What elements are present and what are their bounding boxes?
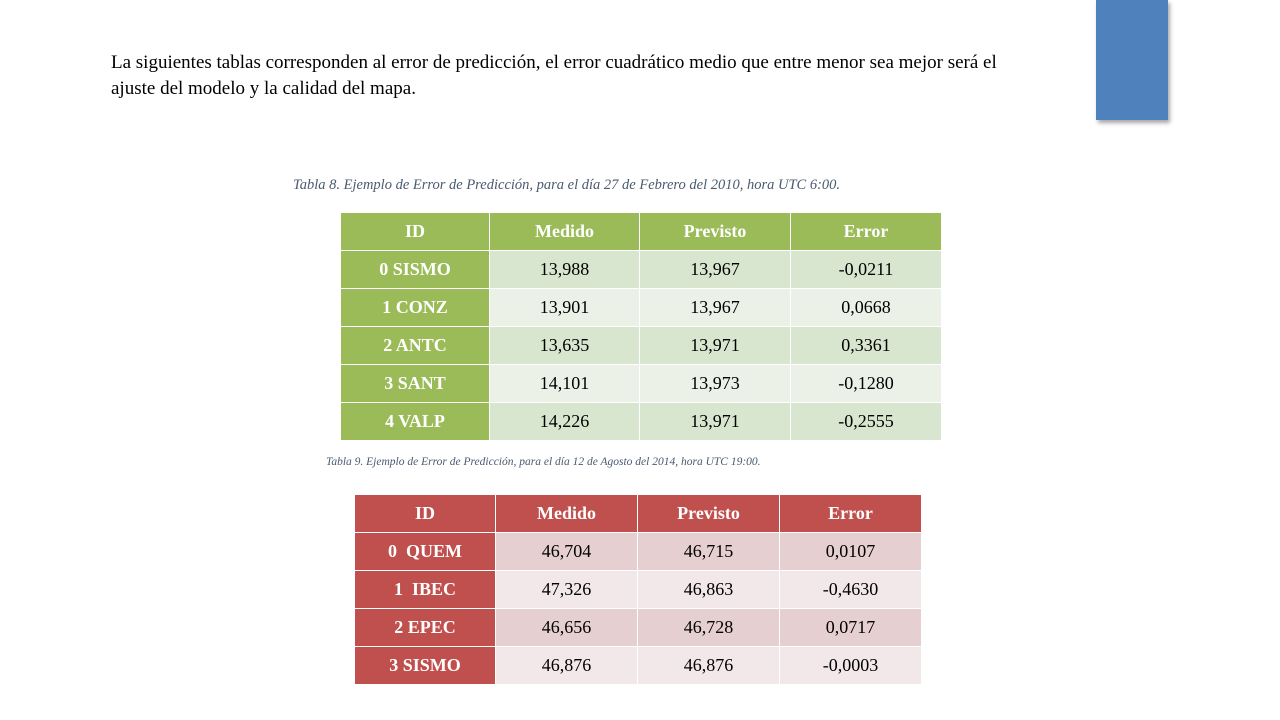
table8: ID Medido Previsto Error 0 SISMO 13,988 … <box>340 212 942 441</box>
table8-cell-previsto: 13,973 <box>639 364 791 403</box>
table8-cell-error: -0,1280 <box>790 364 942 403</box>
table8-header-row: ID Medido Previsto Error <box>340 212 942 251</box>
table-row: 3 SANT 14,101 13,973 -0,1280 <box>340 364 942 403</box>
table8-cell-medido: 14,101 <box>489 364 640 403</box>
table9-header-medido: Medido <box>495 494 638 533</box>
table9-cell-medido: 46,704 <box>495 532 638 571</box>
table-row: 2 EPEC 46,656 46,728 0,0717 <box>354 608 922 647</box>
table9-cell-previsto: 46,728 <box>637 608 780 647</box>
table8-header-medido: Medido <box>489 212 640 251</box>
table9-cell-medido: 47,326 <box>495 570 638 609</box>
table8-cell-error: -0,2555 <box>790 402 942 441</box>
table8-cell-error: 0,3361 <box>790 326 942 365</box>
table9-cell-error: 0,0717 <box>779 608 922 647</box>
table8-cell-previsto: 13,971 <box>639 402 791 441</box>
table8-header-error: Error <box>790 212 942 251</box>
table8-cell-error: 0,0668 <box>790 288 942 327</box>
table8-cell-id: 3 SANT <box>340 364 490 403</box>
table9-cell-medido: 46,876 <box>495 646 638 685</box>
table8-cell-medido: 13,635 <box>489 326 640 365</box>
table8-cell-id: 4 VALP <box>340 402 490 441</box>
table-row: 1 IBEC 47,326 46,863 -0,4630 <box>354 570 922 609</box>
table-row: 3 SISMO 46,876 46,876 -0,0003 <box>354 646 922 685</box>
table9-cell-id: 2 EPEC <box>354 608 496 647</box>
table-row: 0 QUEM 46,704 46,715 0,0107 <box>354 532 922 571</box>
table-row: 4 VALP 14,226 13,971 -0,2555 <box>340 402 942 441</box>
table9-cell-id: 3 SISMO <box>354 646 496 685</box>
table8-header-id: ID <box>340 212 490 251</box>
table8-cell-error: -0,0211 <box>790 250 942 289</box>
table8-cell-previsto: 13,967 <box>639 288 791 327</box>
table9-header-id: ID <box>354 494 496 533</box>
table9-cell-id: 0 QUEM <box>354 532 496 571</box>
table8-caption: Tabla 8. Ejemplo de Error de Predicción,… <box>293 177 841 193</box>
table9-header-error: Error <box>779 494 922 533</box>
intro-paragraph: La siguientes tablas corresponden al err… <box>111 52 997 99</box>
table8-cell-medido: 13,988 <box>489 250 640 289</box>
table9-cell-error: -0,4630 <box>779 570 922 609</box>
table8-cell-medido: 14,226 <box>489 402 640 441</box>
table8-cell-id: 1 CONZ <box>340 288 490 327</box>
table8-cell-id: 0 SISMO <box>340 250 490 289</box>
table-row: 1 CONZ 13,901 13,967 0,0668 <box>340 288 942 327</box>
table9-cell-error: 0,0107 <box>779 532 922 571</box>
table9-cell-previsto: 46,715 <box>637 532 780 571</box>
table8-cell-previsto: 13,967 <box>639 250 791 289</box>
table8-cell-previsto: 13,971 <box>639 326 791 365</box>
table9-header-previsto: Previsto <box>637 494 780 533</box>
table8-cell-medido: 13,901 <box>489 288 640 327</box>
table9-cell-previsto: 46,863 <box>637 570 780 609</box>
table9: ID Medido Previsto Error 0 QUEM 46,704 4… <box>354 494 922 685</box>
table9-caption: Tabla 9. Ejemplo de Error de Predicción,… <box>326 456 761 468</box>
table9-header-row: ID Medido Previsto Error <box>354 494 922 533</box>
table9-cell-id: 1 IBEC <box>354 570 496 609</box>
table9-cell-error: -0,0003 <box>779 646 922 685</box>
table9-cell-medido: 46,656 <box>495 608 638 647</box>
table9-cell-previsto: 46,876 <box>637 646 780 685</box>
accent-bar <box>1096 0 1168 120</box>
table8-header-previsto: Previsto <box>639 212 791 251</box>
table8-cell-id: 2 ANTC <box>340 326 490 365</box>
table-row: 0 SISMO 13,988 13,967 -0,0211 <box>340 250 942 289</box>
table-row: 2 ANTC 13,635 13,971 0,3361 <box>340 326 942 365</box>
